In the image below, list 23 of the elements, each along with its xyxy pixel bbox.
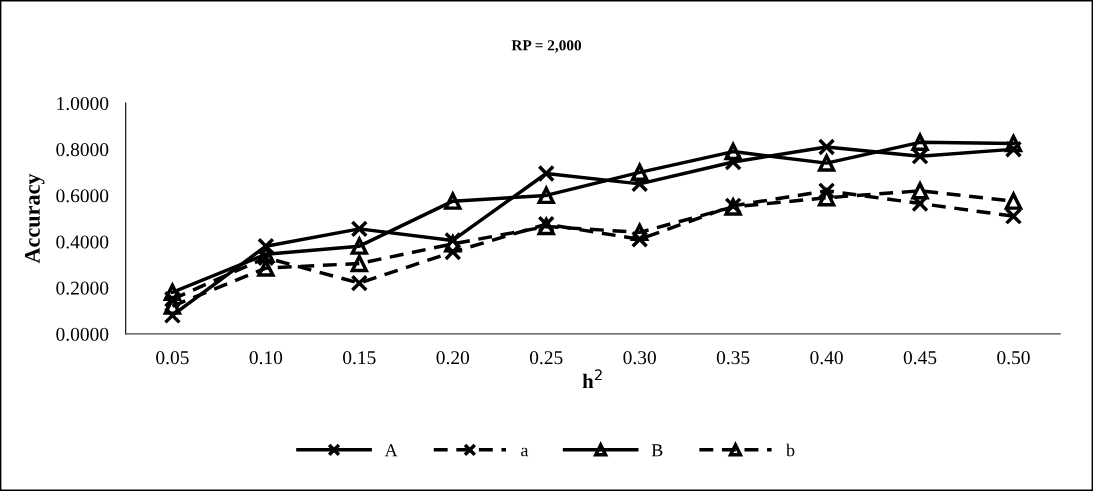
legend-label: A [384,444,398,457]
y-tick-label: 0.8000 [56,143,109,157]
x-tick-label: 0.05 [156,351,189,365]
x-tick-label: 0.10 [249,351,283,365]
x-tick-label: 0.45 [903,351,937,365]
chart-title: RP = 2,000 [511,40,582,53]
legend-label: B [651,444,663,457]
x-tick-label: 0.30 [623,351,656,365]
x-tick-label: 0.20 [436,351,470,365]
legend-label: a [521,447,529,457]
y-tick-label: 0.2000 [56,281,109,295]
x-tick-label: 0.25 [529,351,563,365]
x-tick-label: 0.15 [343,351,376,365]
x-axis-title: h$^{2}$ [582,369,602,389]
x-tick-label: 0.40 [810,351,843,365]
y-tick-label: 1.0000 [57,96,109,111]
x-tick-label: 0.50 [997,351,1030,365]
x-tick-label: 0.35 [716,351,750,365]
y-tick-label: 0.4000 [56,235,109,249]
y-axis-title: Accuracy [24,173,45,264]
legend-label: b [786,443,795,457]
y-tick-label: 0.0000 [56,327,109,341]
y-tick-label: 0.6000 [56,189,109,203]
